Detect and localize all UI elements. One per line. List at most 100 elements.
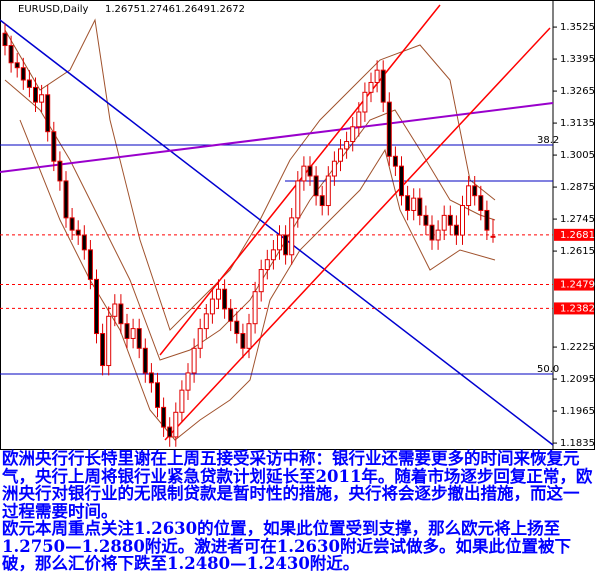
- candle-body: [411, 197, 417, 211]
- candle-body: [130, 328, 136, 339]
- candle-body: [301, 165, 307, 182]
- candle-body: [386, 101, 392, 157]
- candle-body: [252, 291, 258, 325]
- candle-body: [441, 214, 447, 231]
- y-tick-label: 1.1965: [560, 406, 595, 417]
- candle-body: [289, 217, 295, 256]
- candle-body: [209, 298, 215, 315]
- candle-body: [368, 81, 374, 93]
- candle-body: [81, 234, 87, 251]
- candle-body: [374, 69, 380, 83]
- price-label-box: [554, 278, 594, 291]
- price-label: 1.2382: [560, 303, 595, 314]
- candle-body: [234, 320, 240, 335]
- candle-body: [283, 234, 289, 256]
- last-open: 1.2675: [105, 4, 140, 15]
- candle-body: [240, 333, 246, 349]
- candle-body: [63, 180, 69, 219]
- candle-body: [39, 94, 45, 103]
- y-tick-label: 1.3525: [560, 22, 595, 33]
- candle-body: [319, 195, 325, 207]
- last-low: 1.2649: [175, 4, 210, 15]
- channel-line: [159, 4, 441, 356]
- candle-body: [338, 148, 343, 162]
- trend-line: [0, 19, 554, 446]
- trend-line: [0, 102, 554, 173]
- price-label: 1.2479: [560, 280, 595, 291]
- commentary: 欧洲央行行长特里谢在上周五接受采访中称：银行业还需要更多的时间来恢复元气，央行上…: [2, 450, 593, 573]
- price-label-box: [554, 302, 594, 315]
- candle-body: [173, 411, 179, 438]
- candle-body: [460, 205, 465, 236]
- y-tick-label: 1.2095: [560, 374, 595, 385]
- candle-body: [142, 347, 148, 374]
- candle-body: [51, 131, 57, 162]
- candle-body: [197, 328, 203, 349]
- candle-body: [392, 155, 398, 167]
- candle-body: [295, 180, 301, 219]
- candle-body: [484, 209, 490, 231]
- paragraph: 欧元本周重点关注1.2630的位置，如果此位置受到支撑，那么欧元将上扬至1.27…: [2, 519, 571, 573]
- bollinger-middle: [4, 79, 496, 361]
- y-tick-label: 1.3395: [560, 54, 595, 65]
- candle-body: [356, 111, 362, 128]
- candle-body: [161, 406, 167, 428]
- candle-body: [490, 235, 496, 238]
- candle-body: [435, 229, 441, 241]
- candle-body: [417, 197, 423, 216]
- candle-body: [94, 278, 99, 335]
- y-tick-label: 1.3135: [560, 118, 595, 129]
- y-tick-label: 1.2745: [560, 214, 595, 225]
- candle-body: [466, 185, 472, 207]
- candle-body: [258, 269, 264, 293]
- last-close: 1.2672: [210, 4, 245, 15]
- candle-body: [331, 160, 337, 177]
- y-tick-label: 1.3265: [560, 86, 595, 97]
- price-label-box: [554, 228, 594, 241]
- bollinger-upper: [4, 18, 496, 331]
- candle-body: [307, 165, 313, 177]
- y-tick-label: 1.3005: [560, 150, 595, 161]
- candle-body: [75, 229, 81, 236]
- candle-body: [112, 303, 118, 317]
- candle-body: [8, 45, 14, 64]
- candle-body: [118, 303, 124, 325]
- candle-body: [472, 185, 478, 197]
- y-tick-label: 1.2875: [560, 182, 595, 193]
- candle-body: [26, 79, 32, 88]
- candle-body: [264, 259, 270, 271]
- candle-body: [203, 313, 209, 330]
- candle-body: [270, 249, 276, 261]
- candle-body: [405, 195, 411, 211]
- candle-body: [344, 141, 350, 150]
- candle-body: [57, 160, 63, 182]
- fib-label: 50.0: [537, 364, 559, 375]
- candle-body: [69, 217, 75, 231]
- symbol: EURUSD,Daily: [18, 4, 89, 15]
- chart: 38.2 50.0 EURUSD,Daily 1.2675 1.2746 1.2…: [0, 0, 595, 450]
- candle-body: [216, 288, 221, 300]
- y-tick-label: 1.2615: [560, 246, 595, 257]
- candle-body: [350, 126, 356, 143]
- channel-line: [164, 27, 551, 441]
- candle-body: [423, 214, 429, 226]
- y-tick-label: 1.1835: [560, 438, 595, 449]
- candle-body: [246, 323, 252, 349]
- candle-body: [136, 328, 142, 349]
- candle-body: [191, 347, 197, 374]
- candle-body: [124, 323, 130, 339]
- candle-body: [399, 165, 404, 197]
- candle-body: [313, 175, 319, 197]
- candle-body: [155, 382, 160, 408]
- candle-body: [14, 62, 20, 69]
- candle-body: [2, 32, 8, 47]
- candle-body: [45, 94, 51, 133]
- last-high: 1.2746: [140, 4, 175, 15]
- fib-label: 38.2: [537, 135, 559, 146]
- candle-body: [380, 69, 386, 103]
- candle-body: [33, 86, 38, 103]
- candle-body: [429, 224, 435, 241]
- candle-body: [148, 372, 154, 384]
- candle-body: [106, 315, 112, 367]
